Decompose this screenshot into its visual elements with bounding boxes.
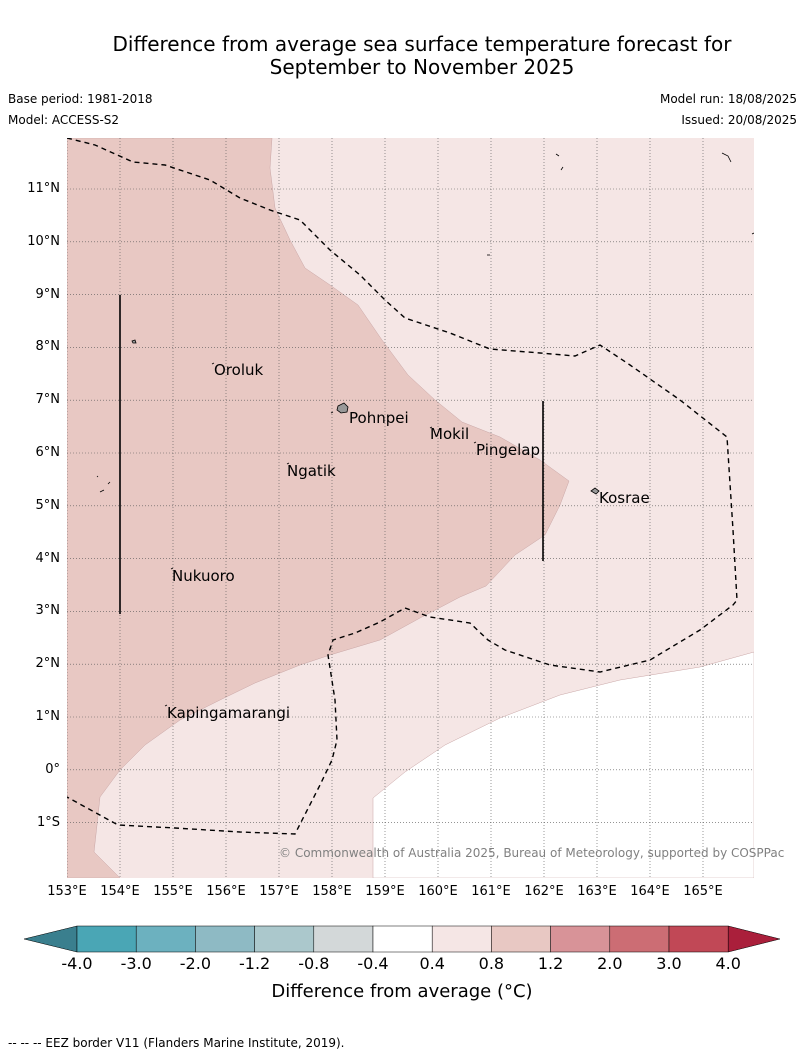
- title-line-2: September to November 2025: [269, 55, 575, 79]
- colorbar-extend-low: [23, 925, 78, 953]
- latitude-tick-label: 0°: [45, 761, 60, 777]
- anomaly-region-0.8-1.2: [67, 138, 570, 878]
- colorbar-tick-label: 2.0: [597, 954, 623, 973]
- colorbar-label: Difference from average (°C): [271, 981, 533, 1002]
- longitude-tick-label: 163°E: [577, 884, 617, 899]
- latitude-tick-label: 1°S: [36, 814, 60, 830]
- copyright-notice: © Commonwealth of Australia 2025, Bureau…: [279, 846, 785, 860]
- eez-legend-note: -- -- -- EEZ border V11 (Flanders Marine…: [8, 1036, 345, 1050]
- longitude-tick-label: 161°E: [471, 884, 511, 899]
- colorbar-tick-label: 4.0: [715, 954, 741, 973]
- latitude-tick-label: 4°N: [35, 550, 61, 566]
- colorbar-segment: [135, 925, 196, 953]
- label-kosrae: Kosrae: [599, 489, 650, 507]
- colorbar-segment: [313, 925, 374, 953]
- atoll-islet: [131, 339, 137, 344]
- latitude-tick-label: 10°N: [27, 233, 60, 249]
- colorbar-tick-label: -1.2: [238, 954, 271, 973]
- colorbar-tick-label: -0.4: [357, 954, 389, 973]
- colorbar-segment: [491, 925, 551, 953]
- latitude-tick-label: 11°N: [27, 181, 60, 196]
- pohnpei-island: [336, 402, 349, 414]
- latitude-tick-label: 5°N: [35, 497, 61, 513]
- kosrae-island: [590, 487, 600, 495]
- colorbar-extend-high: [727, 925, 781, 953]
- colorbar-tick-label: -3.0: [120, 954, 152, 973]
- colorbar: [23, 925, 781, 953]
- colorbar-segment: [550, 925, 611, 953]
- colorbar-tick-label: 1.2: [537, 954, 564, 973]
- longitude-tick-label: 156°E: [206, 884, 246, 899]
- latitude-tick-label: 9°N: [35, 286, 61, 302]
- title-line-1: Difference from average sea surface temp…: [112, 32, 732, 56]
- latitude-tick-label: 8°N: [35, 339, 61, 355]
- anomaly-region-neutral: [372, 651, 754, 878]
- latitude-tick-label: 3°N: [35, 603, 61, 619]
- colorbar-segment: [372, 925, 433, 953]
- label-kapingamarangi: Kapingamarangi: [167, 704, 291, 722]
- map-title: Difference from average sea surface temp…: [40, 33, 804, 79]
- colorbar-tick-label: 3.0: [656, 954, 682, 973]
- eez-borders: [67, 138, 738, 835]
- colorbar-tick-label: -4.0: [61, 954, 93, 973]
- label-ngatik: Ngatik: [287, 462, 336, 480]
- latitude-tick-label: 6°N: [35, 445, 61, 460]
- islands: [96, 152, 754, 707]
- colorbar-segment: [195, 925, 255, 953]
- latitude-tick-label: 2°N: [35, 656, 61, 672]
- longitude-tick-label: 165°E: [683, 884, 723, 899]
- longitude-tick-label: 153°E: [47, 884, 87, 899]
- model-name: Model: ACCESS-S2: [8, 113, 120, 127]
- label-mokil: Mokil: [430, 425, 470, 443]
- colorbar-segment: [431, 925, 492, 953]
- label-oroluk: Oroluk: [214, 361, 264, 379]
- colorbar-tick-label: -0.8: [298, 954, 330, 973]
- longitude-tick-label: 162°E: [524, 884, 564, 899]
- base-period: Base period: 1981-2018: [8, 92, 153, 106]
- model-run: Model run: 18/08/2025: [659, 92, 797, 106]
- issued-date: Issued: 20/08/2025: [681, 113, 797, 127]
- colorbar-segment: [609, 925, 670, 953]
- label-nukuoro: Nukuoro: [172, 567, 235, 585]
- colorbar-tick-label: -2.0: [179, 954, 211, 973]
- longitude-tick-label: 155°E: [153, 884, 193, 899]
- colorbar-segment: [76, 925, 137, 953]
- longitude-tick-label: 164°E: [630, 884, 670, 899]
- longitude-tick-label: 158°E: [312, 884, 352, 899]
- label-pohnpei: Pohnpei: [349, 409, 409, 427]
- longitude-tick-label: 157°E: [259, 884, 299, 899]
- longitude-tick-label: 154°E: [100, 884, 140, 899]
- colorbar-tick-label: 0.8: [478, 954, 505, 973]
- longitude-tick-label: 160°E: [418, 884, 458, 899]
- latitude-tick-label: 1°N: [35, 709, 61, 724]
- colorbar-tick-label: 0.4: [419, 954, 445, 973]
- colorbar-segment: [254, 925, 315, 953]
- label-pingelap: Pingelap: [476, 441, 541, 459]
- longitude-tick-label: 159°E: [365, 884, 405, 899]
- latitude-tick-label: 7°N: [35, 392, 61, 408]
- colorbar-segment: [668, 925, 729, 953]
